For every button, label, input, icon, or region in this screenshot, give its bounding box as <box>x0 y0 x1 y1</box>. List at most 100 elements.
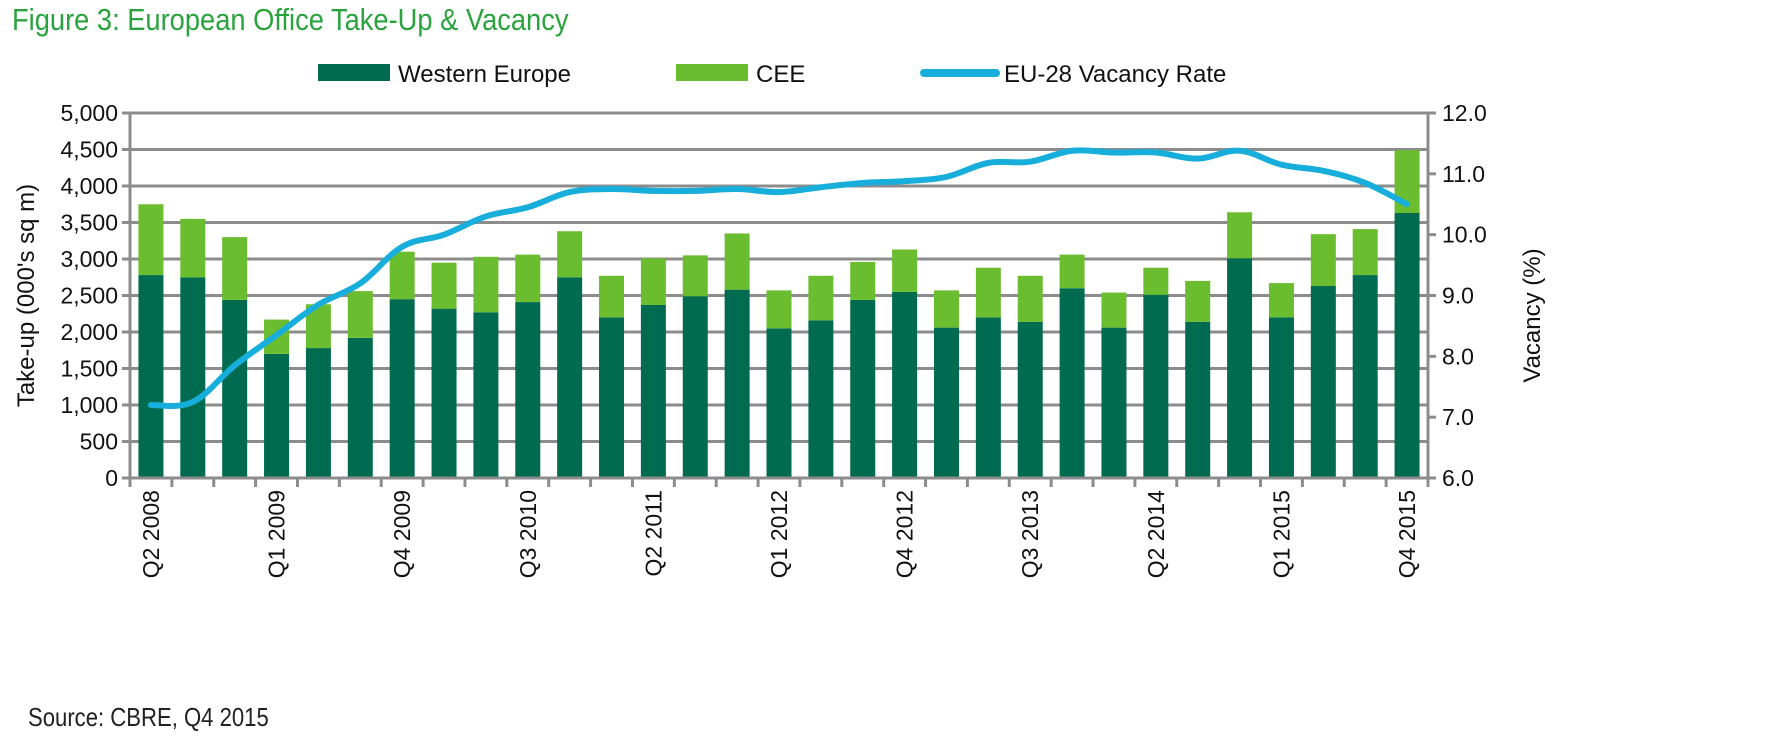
y-tick-label: 4,500 <box>60 137 118 163</box>
x-tick-label: Q4 2015 <box>1394 490 1420 578</box>
chart-source: Source: CBRE, Q4 2015 <box>28 702 269 732</box>
bar-western-europe <box>599 317 625 478</box>
bar-cee <box>473 256 499 313</box>
x-tick-label: Q4 2012 <box>892 490 918 578</box>
bar-western-europe <box>1017 321 1043 478</box>
bar-cee <box>347 291 373 338</box>
x-tick-label: Q4 2009 <box>389 490 415 578</box>
bar-western-europe <box>1059 288 1085 478</box>
bar-western-europe <box>640 304 666 478</box>
chart-title: Figure 3: European Office Take-Up & Vaca… <box>12 2 569 37</box>
x-tick-label: Q3 2010 <box>515 490 541 578</box>
vacancy-line-layer <box>147 147 1411 409</box>
legend-label-western-europe: Western Europe <box>398 61 571 88</box>
x-tick-label: Q2 2011 <box>640 490 666 577</box>
bar-western-europe <box>808 320 834 478</box>
legend-label-cee: CEE <box>756 61 805 88</box>
x-tick-label: Q3 2013 <box>1017 490 1043 578</box>
y2-tick-label: 8.0 <box>1442 343 1474 369</box>
y2-tick-label: 6.0 <box>1442 465 1474 491</box>
y2-tick-label: 10.0 <box>1442 222 1487 248</box>
legend-label-vacancy-rate: EU-28 Vacancy Rate <box>1004 61 1226 88</box>
y2-tick-label: 9.0 <box>1442 283 1474 309</box>
axes: 0 500 1,000 1,500 2,000 2,500 3,000 3,500 4,000 4… <box>13 100 1546 578</box>
bar-cee <box>808 275 834 321</box>
y-tick-label: 5,000 <box>60 100 118 126</box>
bar-cee <box>1227 212 1253 259</box>
bar-western-europe <box>766 328 792 478</box>
bar-western-europe <box>305 348 331 478</box>
bar-cee <box>1101 292 1127 328</box>
bar-western-europe <box>1185 321 1211 478</box>
bar-cee <box>850 261 876 300</box>
bar-cee <box>1143 267 1169 295</box>
legend: Western Europe CEE EU-28 Vacancy Rate <box>318 61 1226 88</box>
y-axis-title: Take-up (000's sq m) <box>13 184 40 407</box>
y-tick-label: 3,000 <box>60 246 118 272</box>
y-tick-label: 1,500 <box>60 356 118 382</box>
bar-cee <box>892 249 918 292</box>
y-tick-label: 0 <box>105 465 118 491</box>
legend-swatch-western-europe <box>318 64 390 81</box>
x-tick-label: Q2 2008 <box>138 490 164 578</box>
bar-western-europe <box>892 291 918 478</box>
bar-western-europe <box>1101 327 1127 478</box>
bar-cee <box>1310 234 1336 287</box>
bar-cee <box>766 290 792 329</box>
bar-western-europe <box>1394 213 1420 478</box>
bar-western-europe <box>850 299 876 478</box>
y2-tick-label: 12.0 <box>1442 100 1487 126</box>
y-tick-label: 500 <box>80 429 118 455</box>
bar-western-europe <box>682 296 708 478</box>
bar-cee <box>975 267 1001 318</box>
x-tick-label: Q1 2015 <box>1268 490 1294 578</box>
bar-cee <box>1352 229 1378 276</box>
bar-cee <box>599 275 625 318</box>
bar-cee <box>1185 280 1211 322</box>
bar-western-europe <box>473 312 499 478</box>
bar-cee <box>180 218 206 278</box>
bar-western-europe <box>515 302 541 478</box>
bar-cee <box>431 262 457 309</box>
bar-cee <box>138 204 164 276</box>
bar-western-europe <box>264 353 290 478</box>
bar-cee <box>1268 283 1294 318</box>
bar-cee <box>933 290 959 328</box>
bar-western-europe <box>557 277 583 478</box>
bar-western-europe <box>431 308 457 478</box>
x-tick-label: Q1 2012 <box>766 490 792 578</box>
vacancy-rate-line <box>147 147 1411 409</box>
bar-western-europe <box>347 337 373 478</box>
bar-cee <box>557 231 583 278</box>
bar-cee <box>1017 275 1043 322</box>
bar-western-europe <box>1268 317 1294 478</box>
bar-western-europe <box>138 275 164 478</box>
legend-swatch-cee <box>676 64 748 81</box>
bar-western-europe <box>1352 275 1378 478</box>
y-tick-label: 2,500 <box>60 283 118 309</box>
bar-cee <box>1059 254 1085 289</box>
bar-cee <box>682 255 708 297</box>
y-tick-label: 2,000 <box>60 319 118 345</box>
bars <box>138 150 1420 478</box>
bar-western-europe <box>1143 294 1169 478</box>
x-tick-label: Q1 2009 <box>264 490 290 578</box>
bar-cee <box>222 237 248 300</box>
y2-axis-title: Vacancy (%) <box>1519 248 1546 382</box>
bar-cee <box>389 251 415 300</box>
bar-western-europe <box>933 327 959 478</box>
bar-western-europe <box>1227 258 1253 478</box>
bar-western-europe <box>222 299 248 478</box>
bar-cee <box>724 233 750 290</box>
bar-western-europe <box>1310 286 1336 478</box>
bar-western-europe <box>724 289 750 478</box>
bar-western-europe <box>975 317 1001 478</box>
bar-cee <box>515 254 541 303</box>
bar-western-europe <box>389 299 415 478</box>
y-tick-label: 4,000 <box>60 173 118 199</box>
y2-tick-label: 11.0 <box>1442 161 1485 187</box>
y-tick-label: 1,000 <box>60 392 118 418</box>
y2-tick-label: 7.0 <box>1442 404 1474 430</box>
bar-western-europe <box>180 277 206 478</box>
